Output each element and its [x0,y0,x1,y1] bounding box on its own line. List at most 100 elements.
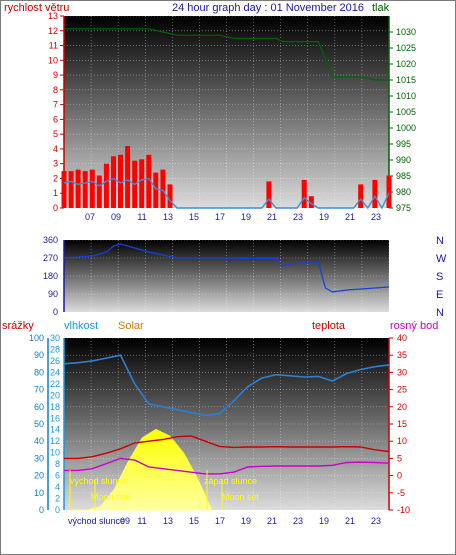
humidity-tick-label: 6 [55,471,60,481]
wind-x-tick-label: 21 [345,212,355,222]
temperature-tick-label: 20 [397,402,407,412]
temperature-tick-label: 30 [397,367,407,377]
humidity-tick-label: 16 [50,413,60,423]
humidity-tick-label: 20 [50,390,60,400]
wind-speed-label: rychlost větru [4,2,69,14]
temperature-tick-label: -10 [397,505,410,515]
wind-bar [160,169,166,208]
wind-x-tick-label: 15 [189,212,199,222]
temp-x-tick-label: 23 [371,516,381,526]
wind-bar [372,179,378,208]
temperature-tick-label: 35 [397,350,407,360]
rain-tick-label: 80 [34,367,44,377]
solar-label: Solar [118,320,144,332]
wind-tick-label: 13 [48,11,58,21]
pressure-tick-label: 1005 [396,107,416,117]
wind-bar [111,156,116,208]
wind-tick-label: 7 [53,100,58,110]
wind-tick-label: 11 [49,41,58,51]
temperature-label: teplota [312,320,346,332]
bottom-sunrise-label: východ slunce [68,516,125,526]
pressure-tick-label: 985 [396,171,411,181]
humidity-tick-label: 30 [50,333,60,343]
wind-tick-label: 0 [53,203,58,213]
humidity-tick-label: 18 [50,402,60,412]
wind-bar [301,179,307,208]
rain-tick-label: 10 [34,488,44,498]
direction-tick-label: 270 [43,253,58,263]
rain-tick-label: 70 [34,385,44,395]
temperature-line [64,435,390,460]
chart-title: 24 hour graph day : 01 November 2016 [172,2,364,14]
temp-x-tick-label: 21 [345,516,355,526]
wind-bar [96,175,102,208]
wind-bar [75,169,81,208]
wind-tick-label: 8 [53,85,58,95]
direction-tick-label: 90 [48,289,58,299]
wind-bar [68,171,74,208]
wind-tick-label: 3 [53,159,58,169]
humidity-tick-label: 12 [50,436,60,446]
solar-area [72,428,213,511]
gust-line [63,177,390,210]
pressure-tick-label: 995 [396,139,411,149]
wind-bar [125,146,131,208]
moonrise-annotation: Moon rise [91,492,131,502]
pressure-line [64,28,389,81]
humidity-tick-label: 8 [55,459,60,469]
temp-x-tick-label: 11 [137,516,146,526]
wind-bar [358,184,364,208]
compass-label: E [436,289,443,301]
wind-tick-label: 4 [53,144,58,154]
compass-label: S [436,271,443,283]
wind-tick-label: 2 [53,173,58,183]
wind-bar [146,154,152,208]
direction-tick-label: 180 [43,271,58,281]
dewpoint-line [64,457,390,475]
pressure-label: tlak [372,2,390,14]
rain-label: srážky [2,320,34,332]
humidity-tick-label: 0 [55,505,60,515]
temp-x-tick-label: 17 [215,516,225,526]
rain-tick-label: 0 [39,505,44,515]
direction-tick-label: 360 [43,235,58,245]
wind-bar [61,171,67,208]
wind-x-tick-label: 21 [267,212,277,222]
rain-tick-label: 90 [34,350,44,360]
temperature-tick-label: 0 [397,471,402,481]
temp-x-tick-label: 13 [163,516,173,526]
temperature-tick-label: 5 [397,453,402,463]
pressure-tick-label: 1010 [396,91,416,101]
wind-x-tick-label: 23 [371,212,381,222]
direction-tick-label: 0 [53,307,58,317]
pressure-tick-label: 1000 [396,123,416,133]
pressure-tick-label: 975 [396,203,411,213]
wind-x-tick-label: 23 [293,212,303,222]
wind-bar [118,154,123,208]
pressure-tick-label: 990 [396,155,411,165]
wind-x-tick-label: 19 [241,212,251,222]
wind-direction-line [63,243,390,293]
rain-tick-label: 50 [34,419,44,429]
humidity-tick-label: 26 [50,356,60,366]
temp-x-tick-label: 19 [319,516,329,526]
wind-bar [153,172,159,208]
humidity-tick-label: 14 [50,425,60,435]
moonset-annotation: Moon set [222,492,260,502]
rain-tick-label: 100 [29,333,44,343]
temperature-tick-label: 10 [397,436,407,446]
humidity-label: vlhkost [64,320,98,332]
humidity-tick-label: 2 [55,494,60,504]
wind-bar [89,169,95,208]
pressure-tick-label: 1020 [396,59,416,69]
humidity-tick-label: 28 [50,344,60,354]
temp-x-tick-label: 21 [267,516,277,526]
pressure-tick-label: 1015 [396,75,416,85]
wind-bar [167,184,173,208]
rain-tick-label: 60 [34,402,44,412]
wind-tick-label: 6 [53,114,58,124]
wind-x-tick-label: 07 [85,212,95,222]
wind-tick-label: 5 [53,129,58,139]
temp-x-tick-label: 23 [293,516,303,526]
